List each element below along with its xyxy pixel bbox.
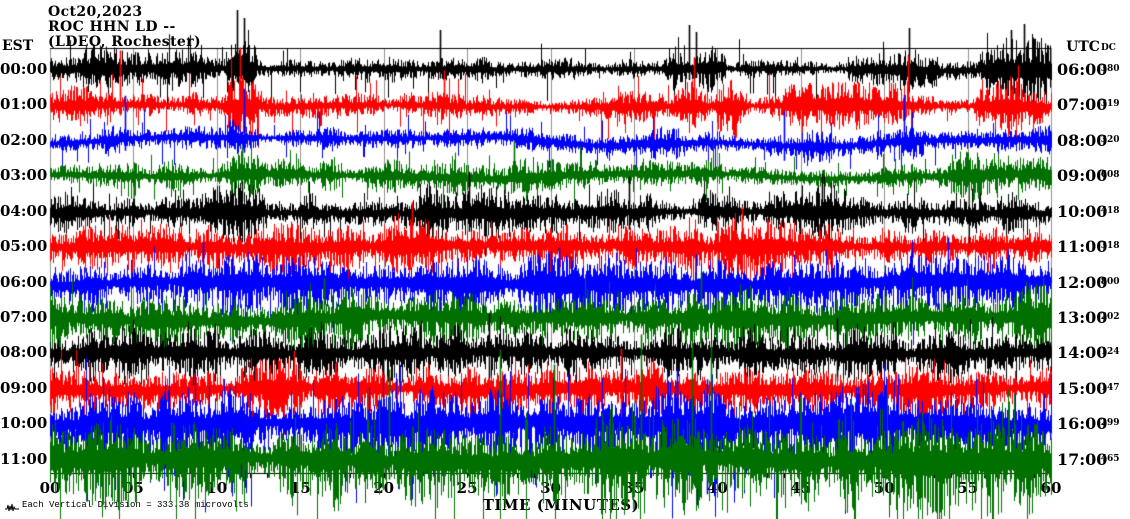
x-axis-title: TIME (MINUTES) <box>482 496 640 514</box>
x-tick-label: 05 <box>122 479 144 497</box>
dc-value: -318 <box>1097 241 1120 252</box>
mini-seismogram-icon <box>5 503 19 512</box>
utc-axis-label: UTC <box>1066 39 1100 55</box>
x-tick-label: 10 <box>206 479 228 497</box>
x-tick-label: 20 <box>373 479 395 497</box>
est-axis-label: EST <box>2 38 34 54</box>
x-tick-label: 60 <box>1040 479 1062 497</box>
x-tick-label: 00 <box>39 479 61 497</box>
x-tick-label: 15 <box>289 479 311 497</box>
est-hour-label: 05:00 <box>0 237 48 256</box>
dc-value: -202 <box>1097 311 1120 322</box>
est-hour-label: 08:00 <box>0 343 48 362</box>
header-date: Oct20,2023 <box>48 4 143 20</box>
x-tick-label: 40 <box>706 479 728 497</box>
est-hour-label: 04:00 <box>0 201 48 220</box>
x-tick-label: 25 <box>456 479 478 497</box>
est-hour-label: 07:00 <box>0 307 48 326</box>
dc-value: -320 <box>1097 134 1120 145</box>
est-hour-label: 09:00 <box>0 378 48 397</box>
dc-value: -147 <box>1097 382 1120 393</box>
dc-column-label: DC <box>1101 43 1116 53</box>
footnote-text: Each Vertical Division = 333.38 microvol… <box>22 500 249 510</box>
est-hour-label: 02:00 <box>0 130 48 149</box>
x-tick-label: 35 <box>623 479 645 497</box>
dc-value: -319 <box>1097 99 1120 110</box>
est-hour-label: 03:00 <box>0 166 48 185</box>
dc-value: -299 <box>1097 418 1120 429</box>
x-tick-label: 30 <box>540 479 561 497</box>
x-tick-label: 50 <box>873 479 895 497</box>
est-hour-label: 10:00 <box>0 414 48 433</box>
dc-value: -465 <box>1097 453 1120 464</box>
header-station-id: ROC HHN LD -- <box>48 19 176 35</box>
header-network: (LDEO, Rochester) <box>48 34 202 50</box>
est-hour-label: 01:00 <box>0 95 48 114</box>
dc-value: -800 <box>1097 276 1120 287</box>
dc-value: -608 <box>1097 170 1120 181</box>
x-tick-label: 55 <box>957 479 979 497</box>
dc-value: -418 <box>1097 205 1120 216</box>
dc-value: -124 <box>1097 347 1120 358</box>
dc-value: -380 <box>1097 64 1120 74</box>
est-hour-label: 06:00 <box>0 272 48 291</box>
x-tick-label: 45 <box>790 479 812 497</box>
est-hour-label: 00:00 <box>0 60 48 78</box>
est-hour-label: 11:00 <box>0 449 48 468</box>
